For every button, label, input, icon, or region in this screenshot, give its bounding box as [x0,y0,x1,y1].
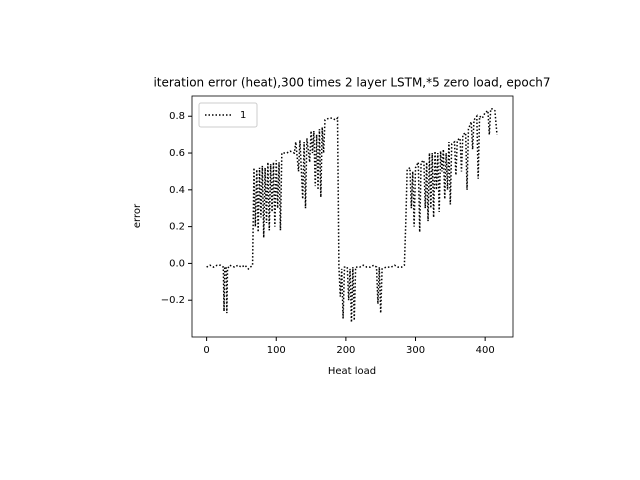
y-tick-label: 0.0 [169,258,185,269]
x-axis-label: Heat load [328,366,376,377]
chart-title: iteration error (heat),300 times 2 layer… [153,76,550,90]
x-tick-label: 200 [336,345,355,356]
y-tick-label: −0.2 [161,295,185,306]
y-tick-label: 0.6 [169,148,185,159]
legend-box [198,102,258,128]
plot-frame [191,95,514,338]
legend-label: 1 [240,110,246,121]
y-axis-label: error [132,203,143,228]
x-tick-label: 400 [476,345,495,356]
x-tick-label: 300 [406,345,425,356]
y-tick-label: 0.8 [169,111,185,122]
data-line [206,108,498,323]
x-tick-label: 100 [267,345,286,356]
x-tick-label: 0 [203,345,209,356]
y-tick-label: 0.2 [169,222,185,233]
y-tick-label: 0.4 [169,185,185,196]
